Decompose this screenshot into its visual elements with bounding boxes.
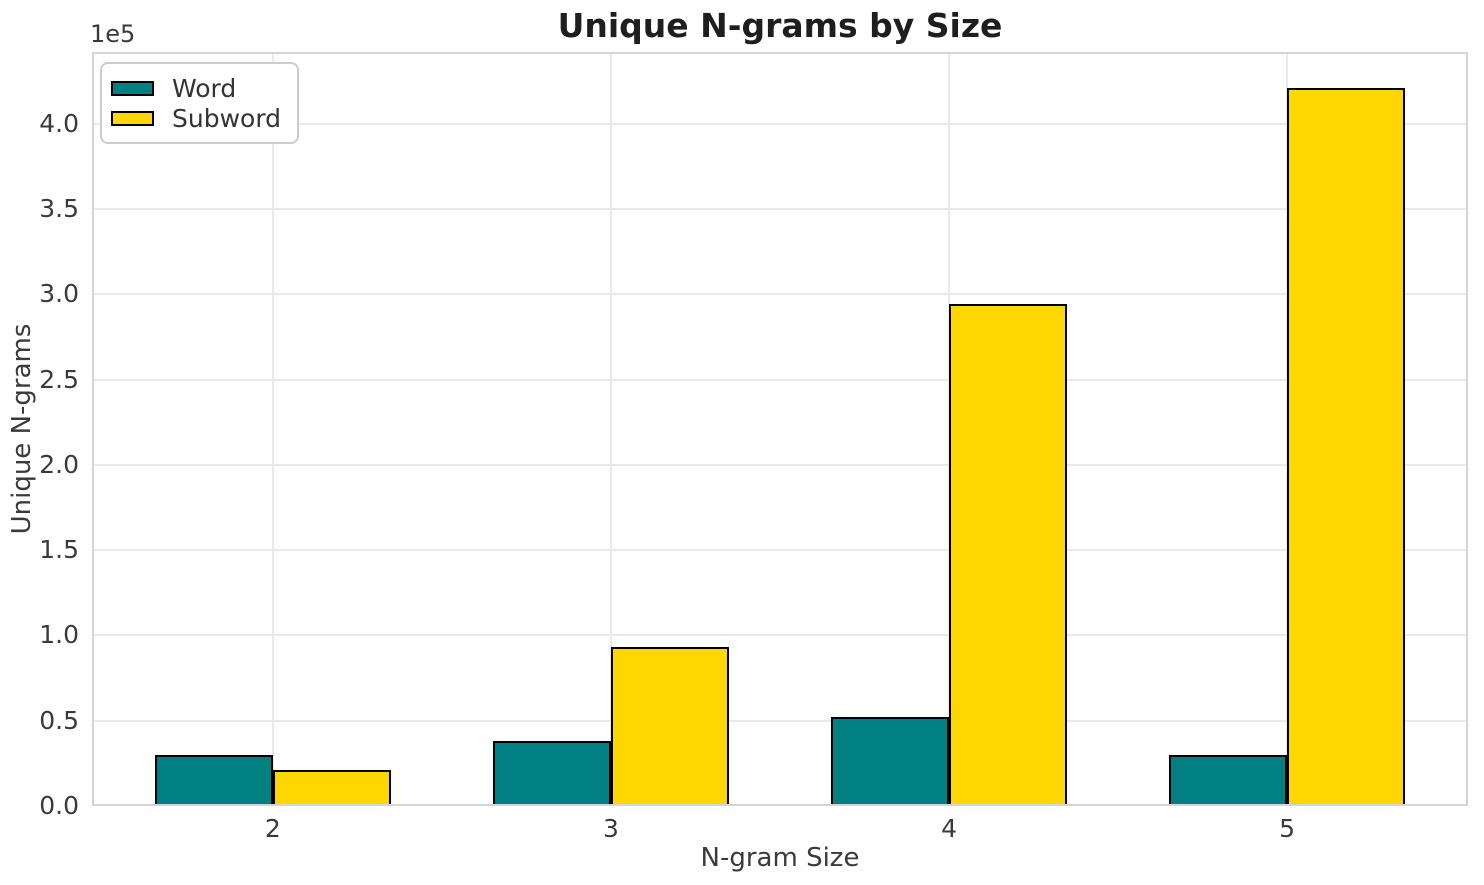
y-axis-label: Unique N-grams [7,323,37,535]
h-gridline [92,293,1468,296]
bar-word-3 [492,741,611,806]
plot-area [92,52,1468,806]
y-tick-label: 3.5 [39,193,79,223]
y-tick-label: 2.5 [39,364,79,394]
x-tick-label: 4 [941,814,957,843]
h-gridline [92,634,1468,637]
spine-right [1466,52,1468,806]
y-axis-offset-text: 1e5 [90,20,136,48]
h-gridline [92,378,1468,381]
h-gridline [92,719,1468,722]
bar-subword-4 [949,304,1068,806]
subword-series-swatch [111,110,154,126]
x-axis-label: N-gram Size [700,843,860,873]
h-gridline [92,207,1468,210]
h-gridline [92,549,1468,552]
bar-subword-5 [1287,87,1406,806]
y-tick-label: 3.0 [39,279,79,309]
y-tick-label: 2.0 [39,449,79,479]
chart-title: Unique N-grams by Size [557,6,1003,45]
h-gridline [92,463,1468,466]
spine-top [92,52,1468,54]
y-tick-label: 0.5 [39,705,79,735]
legend-item-subword: Subword [111,103,281,133]
x-tick-label: 5 [1279,814,1296,843]
h-gridline [92,122,1468,125]
bar-word-5 [1168,754,1288,806]
y-tick-label: 1.5 [39,535,79,565]
legend: Word Subword [100,62,300,144]
spine-left [92,52,94,806]
bar-word-2 [154,754,273,806]
y-tick-label: 4.0 [39,108,79,138]
y-tick-label: 1.0 [39,620,79,650]
bar-word-4 [830,717,950,806]
x-tick-label: 2 [264,814,281,843]
bar-subword-2 [272,770,392,806]
bar-subword-3 [610,647,730,806]
v-gridline [271,52,274,806]
v-gridline [609,52,612,806]
legend-item-word: Word [111,73,281,103]
legend-label-subword: Subword [172,103,282,133]
word-series-swatch [111,80,154,96]
y-tick-label: 0.0 [39,791,79,820]
legend-label-word: Word [172,73,237,103]
spine-bottom [92,804,1468,806]
x-tick-label: 3 [603,814,619,843]
